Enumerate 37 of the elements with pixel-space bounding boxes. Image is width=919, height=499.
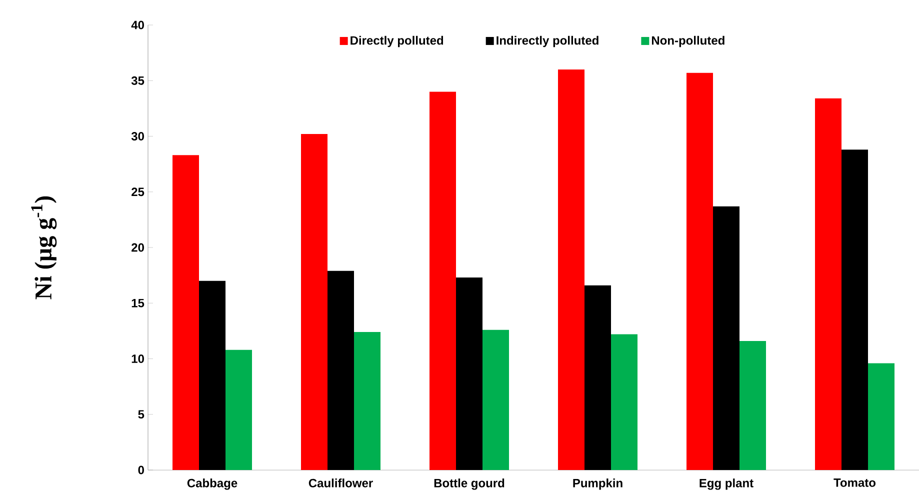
bar (354, 332, 380, 470)
bar (430, 92, 456, 470)
bar (558, 70, 584, 470)
bar (301, 134, 328, 470)
x-tick-label: Tomato (834, 478, 876, 487)
y-tick-label: 10 (132, 354, 144, 363)
y-tick-label: 25 (132, 188, 144, 196)
y-tick-label: 30 (131, 132, 144, 141)
bar (814, 98, 842, 470)
x-tick-label: Pumpkin (573, 478, 622, 490)
bar (842, 150, 868, 470)
bar (328, 270, 354, 470)
y-tick-label: 20 (132, 243, 144, 252)
bar (584, 285, 611, 470)
y-tick-label: 35 (131, 76, 144, 85)
x-tick-label: Bottle gourd (434, 478, 504, 490)
bar (686, 72, 713, 470)
bar (611, 334, 638, 470)
legend-label: Directly polluted (350, 36, 444, 48)
bar (713, 206, 740, 470)
bar (482, 330, 509, 470)
bar (868, 363, 894, 470)
y-tick-label: 5 (138, 410, 144, 419)
bar (172, 155, 199, 470)
x-tick-label: Cabbage (187, 478, 238, 490)
y-tick-label: 0 (138, 466, 144, 474)
legend-label: Non-polluted (652, 36, 724, 48)
bar (739, 340, 766, 470)
legend-label: Indirectly polluted (496, 36, 598, 48)
y-axis-title: Ni (µg g$^{-1}$) (31, 196, 57, 300)
bar (456, 278, 482, 470)
y-tick-label: 15 (132, 298, 144, 308)
bar (226, 350, 252, 470)
bar (199, 280, 226, 470)
y-tick-label: 40 (131, 20, 144, 30)
x-tick-label: Cauliflower (308, 478, 373, 488)
x-tick-label: Egg plant (700, 478, 754, 490)
